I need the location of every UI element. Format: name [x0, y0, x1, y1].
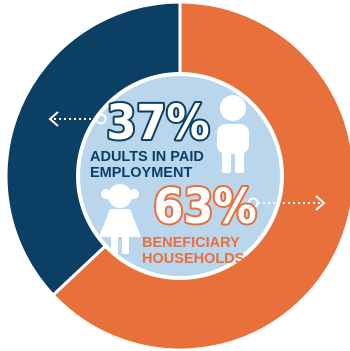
percent-label-adults: 37% — [106, 95, 209, 151]
right-arrow-icon — [247, 195, 326, 211]
left-arrow-icon — [48, 111, 107, 127]
label-adults-line-2: EMPLOYMENT — [90, 165, 192, 181]
boy-icon — [217, 95, 249, 173]
label-households-line-1: BENEFICIARY — [142, 235, 240, 251]
label-adults-line-1: ADULTS IN PAID — [90, 149, 204, 165]
percent-label-households: 63% — [153, 179, 256, 235]
label-households-line-2: HOUSEHOLDS — [142, 251, 245, 267]
girl-icon — [99, 184, 141, 254]
